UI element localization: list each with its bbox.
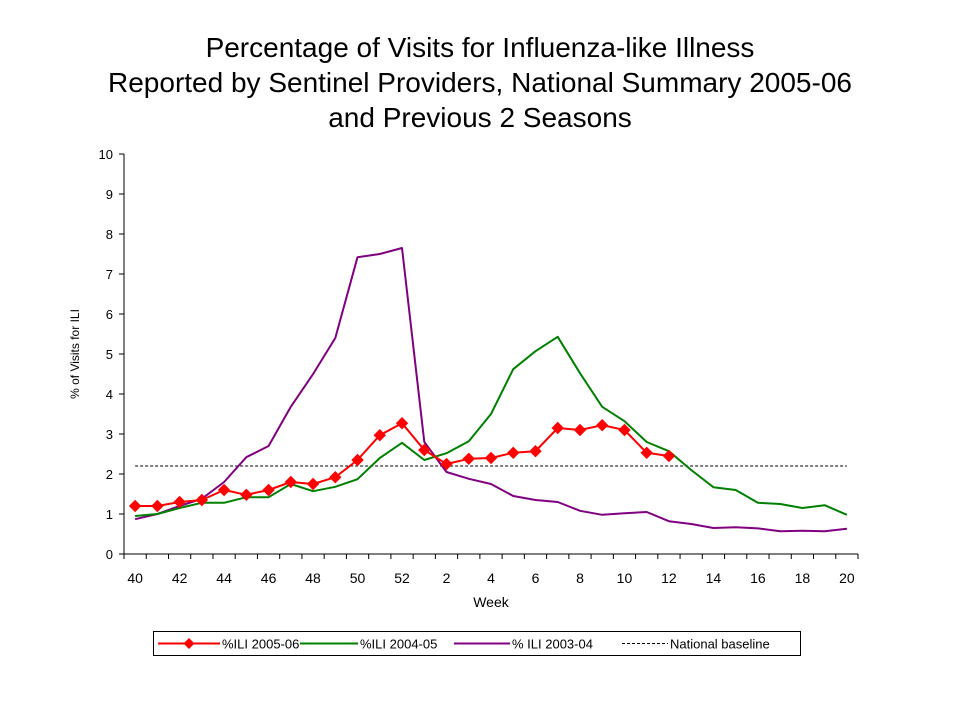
y-tick-label: 1 (106, 507, 113, 522)
data-point-marker (462, 452, 475, 466)
data-point-marker (440, 457, 453, 471)
y-tick-label: 2 (106, 467, 113, 482)
y-tick-label: 4 (106, 387, 113, 402)
x-tick-label: 16 (750, 570, 766, 586)
x-tick-label: 20 (839, 570, 855, 586)
chart-title-line-2: Reported by Sentinel Providers, National… (108, 67, 852, 98)
data-point-marker (618, 423, 631, 437)
x-tick-label: 40 (127, 570, 143, 586)
legend: %ILI 2005-06 %ILI 2004-05 % ILI 2003-04 Nat… (153, 631, 801, 656)
y-axis-label: % of Visits for ILI (68, 309, 82, 399)
y-tick-label: 0 (106, 547, 113, 562)
data-point-marker (195, 493, 209, 507)
x-tick-label: 50 (350, 570, 366, 586)
y-tick-label: 9 (106, 187, 113, 202)
x-tick-label: 44 (216, 570, 232, 586)
data-point-marker (573, 423, 587, 437)
x-tick-label: 10 (617, 570, 633, 586)
series-ili-2003-04-line (134, 247, 848, 533)
x-tick-label: 6 (532, 570, 540, 586)
x-tick-label: 46 (261, 570, 277, 586)
data-point-marker (262, 483, 275, 497)
x-tick-label: 18 (795, 570, 811, 586)
x-tick-label: 12 (661, 570, 677, 586)
y-tick-label: 8 (106, 227, 113, 242)
x-tick-label: 14 (706, 570, 722, 586)
legend-label: %ILI 2005-06 (222, 637, 299, 652)
y-tick-label: 7 (106, 267, 113, 282)
data-point-marker (329, 470, 342, 484)
data-point-marker (217, 483, 231, 497)
data-point-marker (151, 499, 164, 513)
data-point-marker (351, 453, 364, 467)
data-point-marker (551, 421, 564, 435)
data-point-marker (240, 488, 253, 502)
y-tick-label: 3 (106, 427, 113, 442)
legend-label: National baseline (670, 637, 770, 652)
data-point-marker (662, 449, 676, 463)
y-tick-label: 6 (106, 307, 113, 322)
series-ili-2005-06-line (135, 422, 670, 507)
data-point-marker (418, 443, 431, 457)
legend-label: % ILI 2003-04 (512, 637, 593, 652)
data-point-marker (173, 495, 186, 509)
data-point-marker (128, 499, 142, 513)
x-tick-label: 4 (487, 570, 495, 586)
y-tick-label: 5 (106, 347, 113, 362)
y-tick-label: 10 (99, 147, 113, 162)
legend-marker (183, 638, 195, 649)
series-ili-2004-05-line (135, 335, 848, 517)
data-point-marker (640, 446, 653, 460)
data-point-marker (596, 418, 609, 432)
x-tick-label: 42 (172, 570, 188, 586)
x-tick-label: 52 (394, 570, 410, 586)
data-point-marker (484, 451, 498, 465)
data-point-marker (507, 446, 520, 460)
legend-label: %ILI 2004-05 (360, 637, 437, 652)
chart-title-line-1: Percentage of Visits for Influenza-like … (205, 32, 755, 63)
x-tick-label: 8 (576, 570, 584, 586)
data-point-marker (529, 444, 542, 458)
chart-title: Percentage of Visits for Influenza-like … (0, 30, 960, 135)
data-point-marker (306, 477, 320, 491)
data-point-marker (373, 428, 386, 442)
x-tick-label: 48 (305, 570, 321, 586)
chart-title-line-3: and Previous 2 Seasons (328, 102, 632, 133)
x-tick-label: 2 (443, 570, 451, 586)
x-axis-label: Week (473, 594, 510, 610)
series-layer (128, 247, 848, 533)
data-point-marker (284, 475, 298, 489)
data-point-marker (395, 416, 409, 430)
